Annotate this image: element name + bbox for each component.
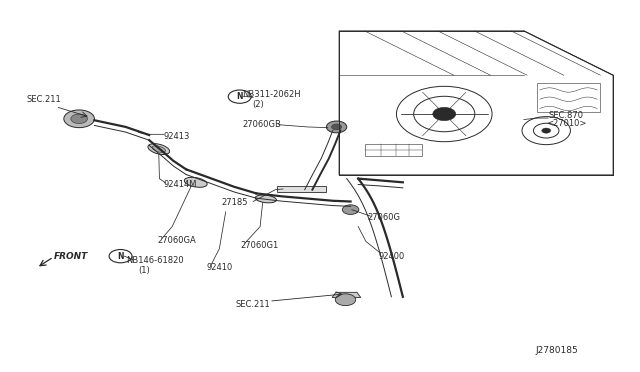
Text: J2780185: J2780185 [536,346,578,355]
Text: 27185: 27185 [221,198,248,207]
Ellipse shape [255,195,276,203]
Circle shape [71,114,88,124]
Text: 92413: 92413 [164,132,190,141]
Text: 92414M: 92414M [164,180,197,189]
Polygon shape [332,292,361,298]
Text: 92400: 92400 [379,252,405,262]
Circle shape [342,205,359,214]
Circle shape [335,294,356,306]
Text: 27060G1: 27060G1 [241,241,278,250]
Text: SEC.211: SEC.211 [236,300,271,310]
Text: NB311-2062H: NB311-2062H [243,90,301,99]
Text: 27060GB: 27060GB [243,120,281,129]
Text: SEC.870: SEC.870 [548,111,583,121]
Circle shape [326,121,347,133]
Text: (1): (1) [138,266,150,275]
Text: NB146-61820: NB146-61820 [126,256,184,265]
Text: <27010>: <27010> [546,119,587,128]
Circle shape [541,128,550,133]
Text: N: N [117,251,124,261]
Text: 27060G: 27060G [368,213,401,222]
Circle shape [64,110,95,128]
Text: 92410: 92410 [207,263,233,272]
Text: (2): (2) [252,100,264,109]
Text: FRONT: FRONT [54,252,88,262]
Circle shape [433,108,456,121]
Circle shape [332,124,342,130]
Ellipse shape [152,146,166,153]
Text: 27060GA: 27060GA [157,236,196,245]
Ellipse shape [184,177,207,187]
Polygon shape [276,186,326,192]
Text: N: N [236,92,243,101]
Ellipse shape [148,144,170,154]
Text: SEC.211: SEC.211 [27,95,61,104]
